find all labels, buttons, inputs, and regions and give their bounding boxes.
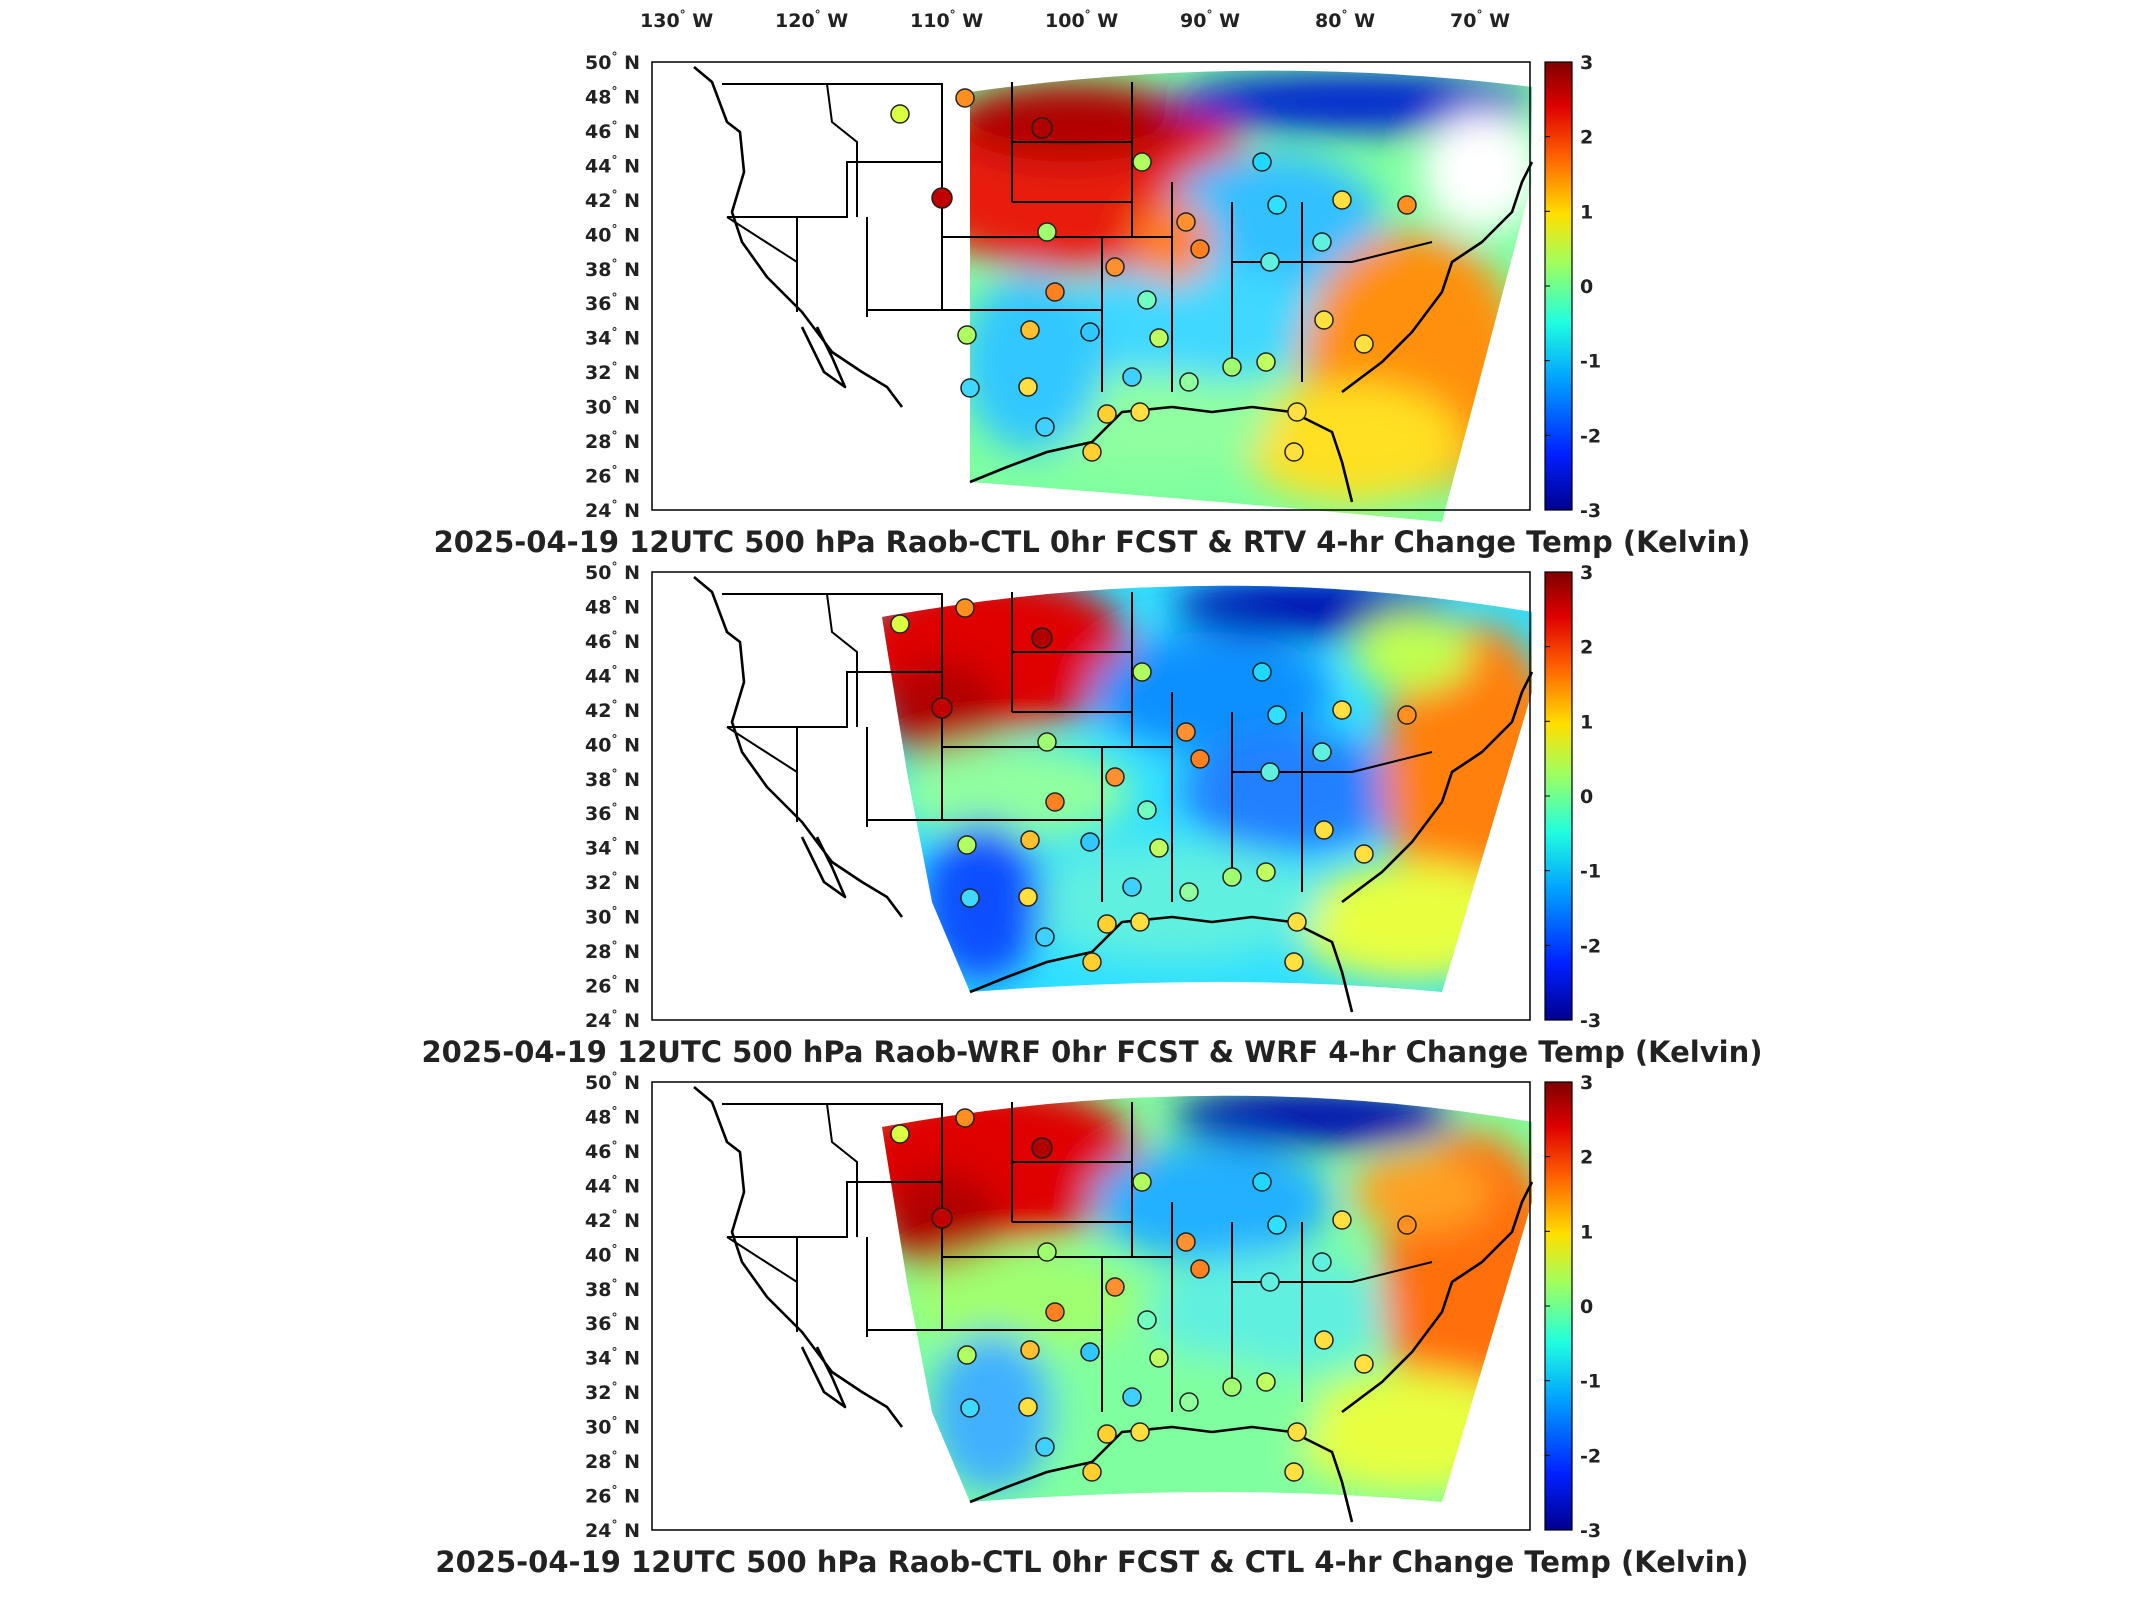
colorbar-tick-label: 1 [1580,1221,1593,1243]
panel-3-colorbar: 3 2 1 0 -1 -2 -3 [1544,1072,1601,1542]
colorbar-tick-label: 3 [1580,52,1593,74]
lat-label-44n: 44° N [585,1173,640,1197]
lon-label-90w: 90° W [1180,8,1240,32]
panel-2-stations [890,598,1417,972]
lat-label-26n: 26° N [585,1484,640,1508]
panel-2-title: 2025-04-19 12UTC 500 hPa Raob-WRF 0hr FC… [421,1035,1762,1069]
panel-1-latitude-labels: 50° N 48° N 46° N 44° N 42° N 40° N 38° N 36° N… [585,50,640,522]
lon-label-70w: 70° W [1450,8,1510,32]
lat-label-38n: 38° N [585,767,640,791]
colorbar-tick-label: 0 [1580,786,1593,808]
colorbar-tick-label: -2 [1580,425,1601,447]
colorbar-tick-label: 2 [1580,1147,1593,1169]
colorbar-tick-label: -1 [1580,351,1601,373]
lat-label-38n: 38° N [585,257,640,281]
colorbar-tick-label: -1 [1580,1371,1601,1393]
lat-label-36n: 36° N [585,1311,640,1335]
lat-label-36n: 36° N [585,801,640,825]
lat-label-40n: 40° N [585,1242,640,1266]
colorbar-tick-label: 0 [1580,1296,1593,1318]
colorbar-tick-label: 1 [1580,711,1593,733]
panel-2: 50° N 48° N 46° N 44° N 42° N 40° N 38° N 36° N… [421,560,1762,1069]
lat-label-42n: 42° N [585,188,640,212]
panel-1-map-frame [651,61,1531,511]
lat-label-32n: 32° N [585,360,640,384]
lat-label-34n: 34° N [585,326,640,350]
colorbar-tick-label: -3 [1580,1010,1601,1032]
colorbar-tick-label: -1 [1580,861,1601,883]
lat-label-28n: 28° N [585,939,640,963]
colorbar-tick-label: 2 [1580,637,1593,659]
panel-1: 50° N 48° N 46° N 44° N 42° N 40° N 38° N 36° N… [434,50,1751,559]
lon-label-110w: 110° W [910,8,983,32]
lat-label-46n: 46° N [585,629,640,653]
colorbar-tick-label: 2 [1580,127,1593,149]
panel-2-boundaries [693,576,1534,1013]
colorbar-tick-label: -3 [1580,500,1601,522]
panel-2-map [651,571,1534,1021]
lat-label-48n: 48° N [585,84,640,108]
lat-label-48n: 48° N [585,1104,640,1128]
lat-label-40n: 40° N [585,732,640,756]
lon-label-130w: 130° W [640,8,713,32]
colorbar-tick-label: -2 [1580,935,1601,957]
colorbar-tick-label: 3 [1580,1072,1593,1094]
panel-1-colorbar: 3 2 1 0 -1 -2 -3 [1544,52,1601,522]
lat-label-42n: 42° N [585,1208,640,1232]
lat-label-24n: 24° N [585,498,640,522]
lat-label-28n: 28° N [585,429,640,453]
lat-label-30n: 30° N [585,905,640,929]
panel-3-map [651,1081,1534,1531]
panel-3-stations [890,1108,1417,1482]
lon-label-80w: 80° W [1315,8,1375,32]
lat-label-34n: 34° N [585,1346,640,1370]
lat-label-36n: 36° N [585,291,640,315]
panel-3: 50° N 48° N 46° N 44° N 42° N 40° N 38° N 36° N… [435,1070,1748,1579]
lat-label-50n: 50° N [585,560,640,584]
lat-label-40n: 40° N [585,222,640,246]
longitude-labels: 130° W 120° W 110° W 100° W 90° W 80° W … [640,8,1510,32]
lat-label-24n: 24° N [585,1008,640,1032]
lat-label-50n: 50° N [585,50,640,74]
panel-3-boundaries [693,1086,1534,1523]
lat-label-30n: 30° N [585,1415,640,1439]
panel-1-title: 2025-04-19 12UTC 500 hPa Raob-CTL 0hr FC… [434,525,1751,559]
panel-2-map-frame [651,571,1531,1021]
panel-1-stations [890,88,1417,462]
lat-label-32n: 32° N [585,870,640,894]
lat-label-44n: 44° N [585,153,640,177]
lat-label-46n: 46° N [585,119,640,143]
panel-1-boundaries [693,66,1534,503]
lat-label-26n: 26° N [585,974,640,998]
lat-label-34n: 34° N [585,836,640,860]
lon-label-120w: 120° W [775,8,848,32]
lat-label-32n: 32° N [585,1380,640,1404]
lat-label-24n: 24° N [585,1518,640,1542]
lat-label-50n: 50° N [585,1070,640,1094]
lat-label-46n: 46° N [585,1139,640,1163]
colorbar-tick-label: 0 [1580,276,1593,298]
colorbar-tick-label: -2 [1580,1445,1601,1467]
lon-label-100w: 100° W [1045,8,1118,32]
lat-label-42n: 42° N [585,698,640,722]
lat-label-26n: 26° N [585,464,640,488]
lat-label-30n: 30° N [585,395,640,419]
lat-label-28n: 28° N [585,1449,640,1473]
colorbar-tick-label: 1 [1580,201,1593,223]
colorbar-tick-label: -3 [1580,1520,1601,1542]
panel-1-map [651,61,1534,523]
panel-3-map-frame [651,1081,1531,1531]
panel-3-title: 2025-04-19 12UTC 500 hPa Raob-CTL 0hr FC… [435,1545,1748,1579]
panel-3-latitude-labels: 50° N 48° N 46° N 44° N 42° N 40° N 38° N 36° N… [585,1070,640,1542]
panel-2-colorbar: 3 2 1 0 -1 -2 -3 [1544,562,1601,1032]
lat-label-38n: 38° N [585,1277,640,1301]
lat-label-44n: 44° N [585,663,640,687]
lat-label-48n: 48° N [585,594,640,618]
panel-2-temperature-field [882,585,1532,993]
colorbar-tick-label: 3 [1580,562,1593,584]
panel-2-latitude-labels: 50° N 48° N 46° N 44° N 42° N 40° N 38° N 36° N… [585,560,640,1032]
